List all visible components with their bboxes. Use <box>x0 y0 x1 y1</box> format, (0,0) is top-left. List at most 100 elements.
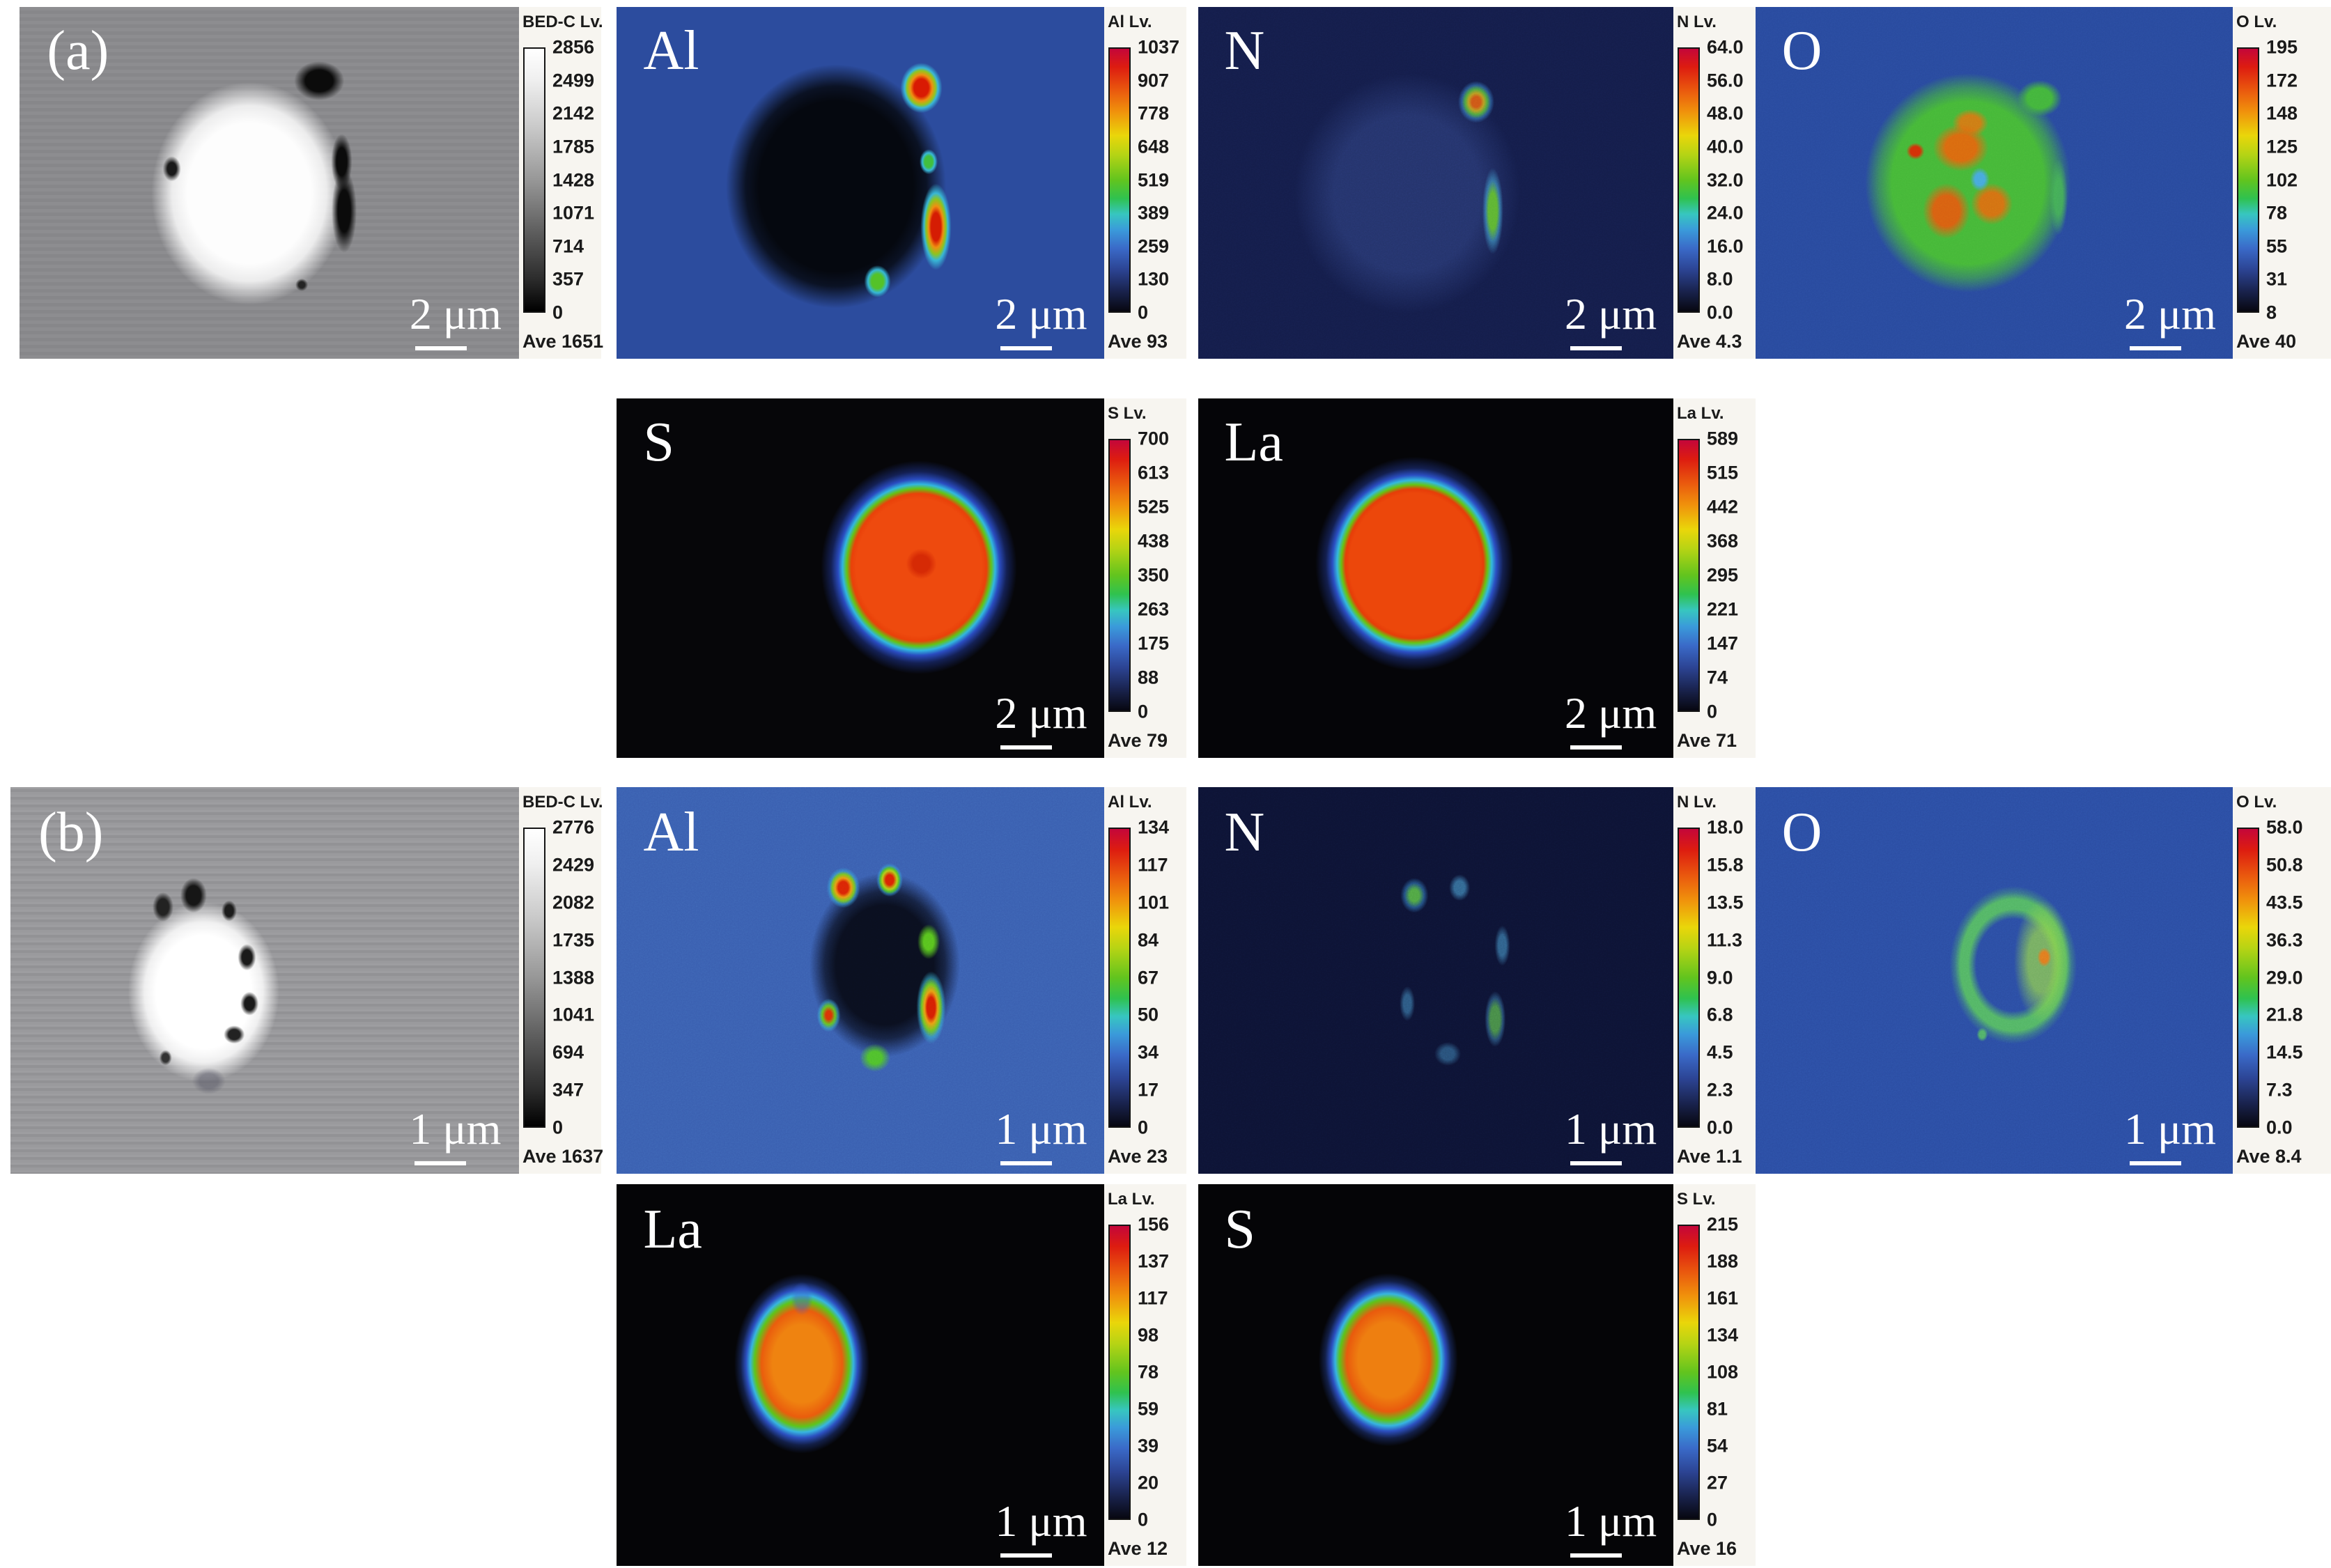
scale-text: 1 μm <box>995 1104 1087 1154</box>
scale-line <box>1570 346 1623 350</box>
scale-bar: 1 μm <box>2124 1107 2216 1165</box>
scale-line <box>1570 1553 1623 1558</box>
colorbar-a-bedc: BED-C Lv. 2856 2499 2142 1785 1428 1071 … <box>519 7 604 359</box>
scale-line <box>1000 1553 1053 1558</box>
scale-line <box>2129 346 2181 350</box>
panel-b-s: S 1 μm S Lv. 215 188 161 134 108 81 54 2… <box>1198 1184 1756 1566</box>
colorbar-a-la: La Lv. 589 515 442 368 295 221 147 74 0 … <box>1673 398 1756 758</box>
scale-text: 2 μm <box>995 289 1087 339</box>
element-map-n-b: N 1 μm <box>1198 787 1673 1174</box>
colorbar-title: Al Lv. <box>1108 793 1152 812</box>
panel-b-la: La 1 μm La Lv. 156 137 117 98 78 59 39 2… <box>617 1184 1186 1566</box>
element-label: Al <box>643 20 699 81</box>
panel-a-s: S 2 μm S Lv. 700 613 525 438 350 263 175… <box>617 398 1186 758</box>
colorbar-title: BED-C Lv. <box>522 13 603 31</box>
colorbar-title: La Lv. <box>1108 1190 1155 1209</box>
colorbar-title: Al Lv. <box>1108 13 1152 31</box>
colorbar-average: Ave 12 <box>1108 1538 1168 1559</box>
scale-bar: 2 μm <box>2124 292 2216 350</box>
element-label: Al <box>643 801 699 863</box>
colorbar-b-n: N Lv. 18.0 15.8 13.5 11.3 9.0 6.8 4.5 2.… <box>1673 787 1756 1174</box>
scale-line <box>2129 1161 2181 1165</box>
scale-text: 2 μm <box>1565 688 1657 738</box>
element-label: S <box>1224 1198 1256 1260</box>
colorbar-a-al: Al Lv. 1037 907 778 648 519 389 259 130 … <box>1104 7 1186 359</box>
colorbar-gradient <box>2237 828 2259 1128</box>
element-label: S <box>643 412 675 474</box>
sem-image-b: (b) 1 μm <box>10 787 519 1174</box>
colorbar-average: Ave 23 <box>1108 1146 1168 1167</box>
scale-line <box>1000 745 1053 750</box>
colorbar-average: Ave 40 <box>2236 331 2297 352</box>
panel-a-n: N 2 μm N Lv. 64.0 56.0 48.0 40.0 32.0 24… <box>1198 7 1756 359</box>
colorbar-gradient <box>2237 47 2259 313</box>
panel-a-al: Al 2 μm Al Lv. 1037 907 778 648 519 389 … <box>617 7 1186 359</box>
scale-text: 1 μm <box>1565 1104 1657 1154</box>
scale-bar: 2 μm <box>1565 691 1657 750</box>
colorbar-title: N Lv. <box>1677 793 1717 812</box>
colorbar-average: Ave 8.4 <box>2236 1146 2302 1167</box>
colorbar-gradient <box>1108 828 1131 1128</box>
scale-bar: 1 μm <box>1565 1499 1657 1558</box>
colorbar-title: S Lv. <box>1108 404 1147 423</box>
scale-bar: 2 μm <box>995 292 1087 350</box>
colorbar-average: Ave 79 <box>1108 730 1168 751</box>
colorbar-gradient <box>1108 1225 1131 1520</box>
panel-b-bedc: (b) 1 μm BED-C Lv. 2776 2429 2082 1735 1… <box>10 787 603 1174</box>
group-label-a: (a) <box>47 20 109 81</box>
colorbar-a-o: O Lv. 195 172 148 125 102 78 55 31 8 Ave… <box>2233 7 2331 359</box>
sem-image-a: (a) 2 μm <box>20 7 519 359</box>
scale-line <box>1570 1161 1623 1165</box>
colorbar-gradient <box>1678 439 1700 712</box>
colorbar-average: Ave 71 <box>1677 730 1737 751</box>
colorbar-average: Ave 16 <box>1677 1538 1737 1559</box>
colorbar-title: O Lv. <box>2236 13 2277 31</box>
scale-text: 2 μm <box>409 289 502 339</box>
panel-b-n: N 1 μm N Lv. 18.0 15.8 13.5 11.3 9.0 6.8… <box>1198 787 1756 1174</box>
scale-bar: 1 μm <box>409 1107 501 1165</box>
colorbar-title: La Lv. <box>1677 404 1724 423</box>
panel-a-bedc: (a) 2 μm BED-C Lv. 2856 2499 2142 1785 1… <box>20 7 604 359</box>
colorbar-title: S Lv. <box>1677 1190 1716 1209</box>
scale-bar: 2 μm <box>410 292 502 350</box>
colorbar-gradient <box>1678 828 1700 1128</box>
colorbar-title: N Lv. <box>1677 13 1717 31</box>
element-label: N <box>1224 801 1265 863</box>
panel-a-la: La 2 μm La Lv. 589 515 442 368 295 221 1… <box>1198 398 1756 758</box>
scale-text: 1 μm <box>1565 1496 1657 1546</box>
scale-line <box>1000 346 1053 350</box>
element-map-al-a: Al 2 μm <box>617 7 1104 359</box>
panel-a-o: O 2 μm O Lv. 195 172 148 125 102 78 55 3… <box>1756 7 2331 359</box>
scale-line <box>1570 745 1623 750</box>
element-label: La <box>643 1198 702 1260</box>
element-map-al-b: Al 1 μm <box>617 787 1104 1174</box>
element-map-la-b: La 1 μm <box>617 1184 1104 1566</box>
scale-bar: 1 μm <box>1565 1107 1657 1165</box>
colorbar-b-bedc: BED-C Lv. 2776 2429 2082 1735 1388 1041 … <box>519 787 603 1174</box>
scale-text: 1 μm <box>409 1104 502 1154</box>
colorbar-b-al: Al Lv. 134 117 101 84 67 50 34 17 0 Ave … <box>1104 787 1186 1174</box>
colorbar-gradient <box>1108 439 1131 712</box>
element-label: La <box>1224 412 1283 474</box>
element-label: O <box>1781 20 1822 81</box>
colorbar-title: BED-C Lv. <box>522 793 603 812</box>
scale-bar: 1 μm <box>995 1499 1087 1558</box>
scale-bar: 2 μm <box>1565 292 1657 350</box>
colorbar-gradient <box>1108 47 1131 313</box>
panel-b-o: O 1 μm O Lv. 58.0 50.8 43.5 36.3 29.0 21… <box>1756 787 2331 1174</box>
colorbar-average: Ave 1651 <box>522 331 604 352</box>
colorbar-gradient <box>523 828 545 1128</box>
colorbar-b-la: La Lv. 156 137 117 98 78 59 39 20 0 Ave … <box>1104 1184 1186 1566</box>
element-label: O <box>1781 801 1822 863</box>
element-map-la-a: La 2 μm <box>1198 398 1673 758</box>
scale-text: 2 μm <box>2123 289 2217 339</box>
scale-bar: 1 μm <box>995 1107 1087 1165</box>
element-label: N <box>1224 20 1265 81</box>
colorbar-a-n: N Lv. 64.0 56.0 48.0 40.0 32.0 24.0 16.0… <box>1673 7 1756 359</box>
colorbar-gradient <box>523 47 545 313</box>
colorbar-gradient <box>1678 47 1700 313</box>
colorbar-a-s: S Lv. 700 613 525 438 350 263 175 88 0 A… <box>1104 398 1186 758</box>
colorbar-average: Ave 4.3 <box>1677 331 1742 352</box>
element-map-o-a: O 2 μm <box>1756 7 2233 359</box>
element-map-n-a: N 2 μm <box>1198 7 1673 359</box>
